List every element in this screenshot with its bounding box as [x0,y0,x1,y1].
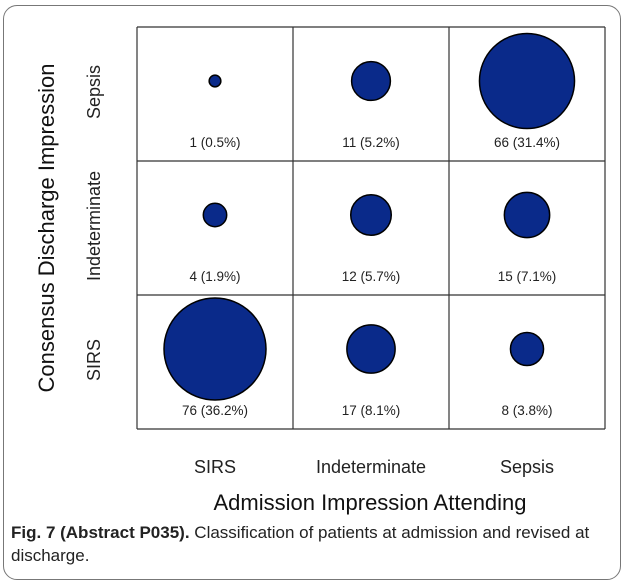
cell-value-label: 76 (36.2%) [182,403,248,418]
y-axis-title: Consensus Discharge Impression [34,64,59,393]
cell-value-label: 8 (3.8%) [501,403,552,418]
bubble [163,297,267,401]
cell-value-label: 1 (0.5%) [189,135,240,150]
cell-value-label: 15 (7.1%) [498,269,557,284]
y-tick-label: SIRS [84,339,104,381]
bubbles [163,32,576,401]
caption-label: Fig. 7 (Abstract P035). [11,523,190,542]
x-tick-label: Indeterminate [316,457,426,477]
y-tick-label: Sepsis [84,65,104,119]
bubble [346,324,396,374]
cell-value-label: 11 (5.2%) [342,135,400,150]
cell-value-label: 66 (31.4%) [494,135,560,150]
bubble [503,191,551,239]
cell-labels: 1 (0.5%) 11 (5.2%) 66 (31.4%) 4 (1.9%) 12 (5… [182,135,560,418]
bubble [509,331,545,367]
bubble [208,74,222,88]
caption-text: Classification of patients at admission … [11,523,590,565]
x-tick-label: Sepsis [500,457,554,477]
bubble [350,60,392,102]
cell-value-label: 17 (8.1%) [342,403,401,418]
bubble-chart: 1 (0.5%) 11 (5.2%) 66 (31.4%) 4 (1.9%) 12 (5… [34,26,606,515]
cell-value-label: 12 (5.7%) [342,269,401,284]
grid [136,26,606,430]
x-axis-title: Admission Impression Attending [213,490,526,515]
bubble [202,202,228,228]
y-tick-label: Indeterminate [84,171,104,281]
bubble [478,32,576,130]
x-tick-label: SIRS [194,457,236,477]
axes: SIRS Indeterminate Sepsis Sepsis Indetermina… [34,64,554,515]
figure-caption: Fig. 7 (Abstract P035). Classification o… [11,521,611,567]
bubble [349,193,393,237]
cell-value-label: 4 (1.9%) [189,269,240,284]
